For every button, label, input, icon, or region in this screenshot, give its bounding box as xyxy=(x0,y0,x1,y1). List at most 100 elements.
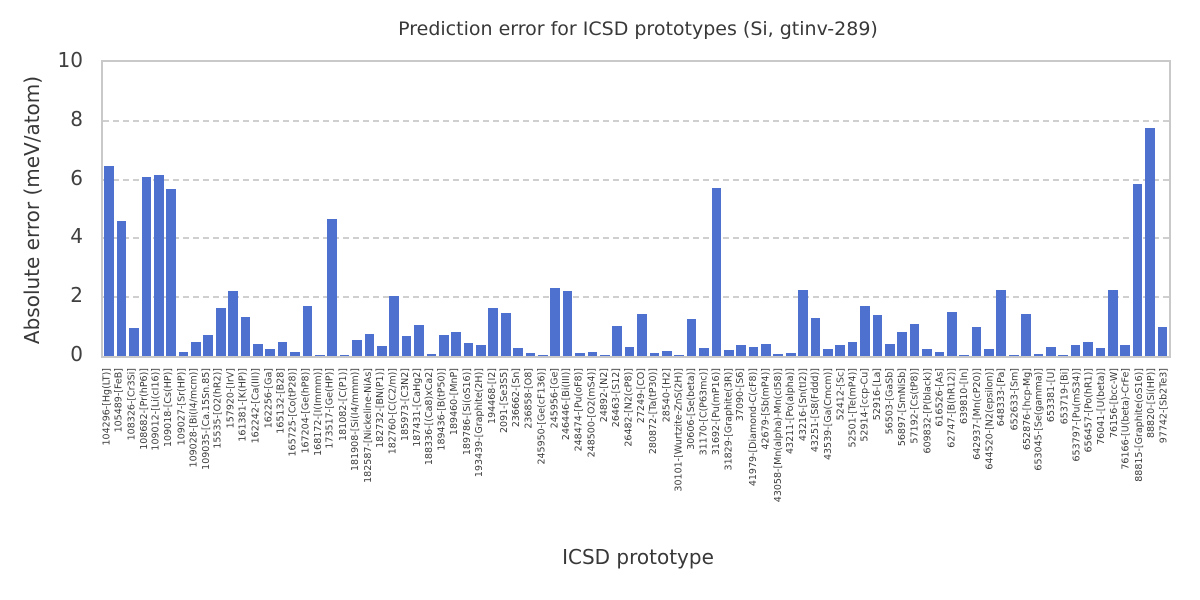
bar-slot xyxy=(115,62,127,356)
bar-185973-[C3N2] xyxy=(401,336,412,356)
bar-slot xyxy=(314,62,326,356)
bar-slot xyxy=(239,62,251,356)
x-tick: 162242-[Ca(III)] xyxy=(250,366,262,542)
x-tick-label: 644520-[N2(epsilon)] xyxy=(984,368,996,470)
x-tick: 182732-[BN(P1)] xyxy=(375,366,387,542)
bar-slot xyxy=(1094,62,1106,356)
x-tick-label: 161381-[K(HP)] xyxy=(238,368,250,442)
bar-slot xyxy=(1069,62,1081,356)
x-tick-label: 173517-[Ge(HP)] xyxy=(325,368,337,449)
bar-slot xyxy=(425,62,437,356)
bar-slot xyxy=(958,62,970,356)
x-tick: 182760-[C(C2/m)] xyxy=(387,366,399,542)
x-tick-label: 57192-[Cs(tP8)] xyxy=(909,368,921,444)
x-tick: 652876-[hcp-Mg] xyxy=(1021,366,1033,542)
bar-76166-[U(beta)-CrFe] xyxy=(1120,344,1131,356)
x-tick-label: 30606-[Se(beta)] xyxy=(685,368,697,450)
bar-slot xyxy=(549,62,561,356)
bar-167204-[Ge(hP8)] xyxy=(302,306,313,356)
x-tick: 189460-[MnP] xyxy=(449,366,461,542)
x-tick: 236858-[O8] xyxy=(524,366,536,542)
bar-slot xyxy=(921,62,933,356)
x-tick-label: 182587-[Nickeline-NiAs] xyxy=(362,368,374,483)
x-tick-label: 236662-[Sn] xyxy=(511,368,523,428)
x-tick: 27249-[CO] xyxy=(636,366,648,542)
x-tick: 644520-[N2(epsilon)] xyxy=(984,366,996,542)
x-tick: 43251-[S8(Fddd)] xyxy=(810,366,822,542)
bar-189436-[B(tP50)] xyxy=(438,334,449,356)
x-tick-label: 43216-[Sn(tI2)] xyxy=(797,368,809,442)
x-tick: 245956-[Ge] xyxy=(549,366,561,542)
bar-slot xyxy=(908,62,920,356)
bar-97742-[Sb2Te3] xyxy=(1157,326,1168,356)
bar-165725-[Co(tP28)] xyxy=(290,352,300,356)
x-tick: 28540-[H2] xyxy=(661,366,673,542)
bar-slot xyxy=(215,62,227,356)
bar-165132-[B28] xyxy=(277,342,288,356)
x-tick: 76156-[bcc-W] xyxy=(1108,366,1120,542)
x-tick-label: 189460-[MnP] xyxy=(449,368,461,436)
x-tick: 108682-[Pr(hP6)] xyxy=(138,366,150,542)
x-tick: 185973-[C3N2] xyxy=(400,366,412,542)
x-tick: 653381-[U] xyxy=(1046,366,1058,542)
bar-slot xyxy=(710,62,722,356)
bar-slot xyxy=(227,62,239,356)
x-tick: 236662-[Sn] xyxy=(511,366,523,542)
bar-245950-[Ge(cF136)] xyxy=(538,355,548,356)
x-tick: 57192-[Cs(tP8)] xyxy=(909,366,921,542)
x-tick: 165132-[B28] xyxy=(275,366,287,542)
bar-slot xyxy=(475,62,487,356)
bar-slot xyxy=(376,62,388,356)
bar-41979-[Diamond-C(cF8)] xyxy=(748,346,759,356)
x-tick: 653045-[Se(gamma)] xyxy=(1034,366,1046,542)
gridline-y8 xyxy=(103,119,1169,122)
x-tick-label: 639810-[In] xyxy=(959,368,971,424)
x-tick-label: 31829-[Graphite(3R)] xyxy=(723,368,735,471)
bar-88820-[Si(HP)] xyxy=(1145,128,1155,356)
bar-slot xyxy=(648,62,660,356)
x-tick-label: 652876-[hcp-Mg] xyxy=(1021,368,1033,451)
bar-24892-[N2] xyxy=(599,355,610,356)
y-axis-ticks: 0 2 4 6 8 10 xyxy=(0,48,95,366)
bar-56897-[SmNiSb] xyxy=(897,331,908,356)
x-tick: 88820-[Si(HP)] xyxy=(1146,366,1158,542)
x-tick-label: 37090-[S6] xyxy=(735,368,747,422)
x-tick-label: 162242-[Ca(III)] xyxy=(250,368,262,444)
x-tick: 104296-[Hg(LT)] xyxy=(101,366,113,542)
bar-105489-[FeB] xyxy=(116,220,127,356)
x-tick-label: 162256-[Ga] xyxy=(262,368,274,429)
x-tick-label: 108682-[Pr(hP6)] xyxy=(138,368,150,450)
bar-652633-[Sm] xyxy=(1008,355,1019,356)
bar-slot xyxy=(140,62,152,356)
x-tick-label: 109012-[Li(cI16)] xyxy=(150,368,162,451)
x-tick-label: 157920-[IrV] xyxy=(225,368,237,429)
y-tick-label-6: 6 xyxy=(70,165,83,190)
x-tick-label: 642937-[Mn(cP20)] xyxy=(971,368,983,460)
x-tick: 173517-[Ge(HP)] xyxy=(325,366,337,542)
bar-609832-[P(black)] xyxy=(922,349,932,356)
x-tick: 189786-[Si(oS16)] xyxy=(462,366,474,542)
x-tick-label: 43211-[Po(alpha)] xyxy=(785,368,797,455)
bar-653797-[Pu(mS34)] xyxy=(1070,344,1081,356)
bar-slot xyxy=(834,62,846,356)
bar-slot xyxy=(673,62,685,356)
x-tick-label: 656457-[Po(hR1)] xyxy=(1083,368,1095,453)
x-tick: 31829-[Graphite(3R)] xyxy=(723,366,735,542)
x-tick-label: 236858-[O8] xyxy=(524,368,536,429)
x-tick-label: 76041-[U(beta)] xyxy=(1096,368,1108,445)
bar-slot xyxy=(784,62,796,356)
x-tick: 642937-[Mn(cP20)] xyxy=(972,366,984,542)
x-tick: 26482-[N2(cP8)] xyxy=(623,366,635,542)
bar-slot xyxy=(760,62,772,356)
x-tick-label: 15535-[O2(hR2)] xyxy=(213,368,225,449)
y-tick-label-10: 10 xyxy=(57,48,83,72)
bar-56503-[GaSb] xyxy=(884,343,895,356)
x-tick-label: 245956-[Ge] xyxy=(548,368,560,429)
bar-slot xyxy=(1131,62,1143,356)
bar-slot xyxy=(400,62,412,356)
x-tick: 162256-[Ga] xyxy=(263,366,275,542)
bar-248474-[Pu(oF8)] xyxy=(575,353,585,356)
bar-slot xyxy=(537,62,549,356)
x-tick: 56897-[SmNiSb] xyxy=(897,366,909,542)
x-tick: 97742-[Sb2Te3] xyxy=(1158,366,1170,542)
